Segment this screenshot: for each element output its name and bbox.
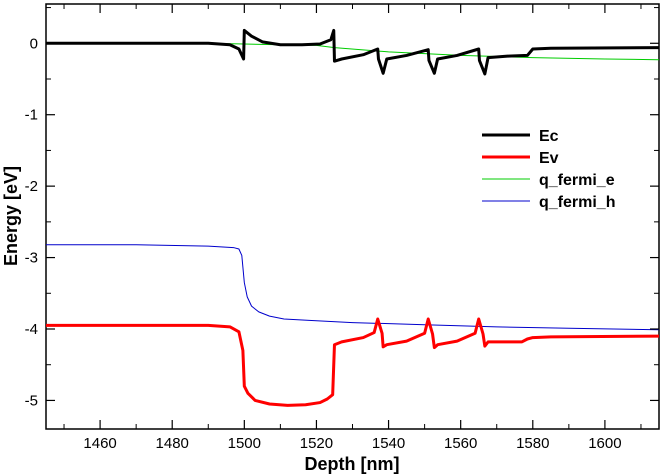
y-tick-label: -4: [25, 321, 38, 338]
legend-label-q-fermi-e: q_fermi_e: [539, 172, 615, 189]
x-tick-label: 1480: [156, 435, 189, 452]
series-line-ec: [46, 28, 659, 76]
plot-area: [45, 3, 660, 430]
y-tick-label: -5: [25, 392, 38, 409]
series-line-q-fermi-h: [46, 244, 659, 331]
y-axis-label: Energy [eV]: [1, 166, 21, 266]
ticks-layer: 1460 1480 1500 1520 1540 1560 1580 1600 0 -1 -2 -3 -…: [25, 4, 659, 452]
x-tick-label: 1500: [228, 435, 261, 452]
legend-label-q-fermi-h: q_fermi_h: [539, 194, 615, 211]
x-tick-label: 1460: [83, 435, 116, 452]
y-tick-label: -1: [25, 107, 38, 124]
x-tick-label: 1600: [588, 435, 621, 452]
x-tick-label: 1540: [372, 435, 405, 452]
x-axis-label: Depth [nm]: [305, 454, 400, 474]
legend-label-ec: Ec: [539, 128, 559, 145]
y-tick-label: -2: [25, 178, 38, 195]
x-tick-label: 1560: [444, 435, 477, 452]
legend: Ec Ev q_fermi_e q_fermi_h: [482, 128, 615, 211]
series-layer: [46, 28, 659, 407]
y-tick-label: -3: [25, 250, 38, 267]
x-tick-label: 1580: [516, 435, 549, 452]
x-tick-label: 1520: [300, 435, 333, 452]
y-tick-label: 0: [30, 35, 38, 52]
series-line-ev: [46, 317, 659, 407]
legend-label-ev: Ev: [539, 150, 559, 167]
